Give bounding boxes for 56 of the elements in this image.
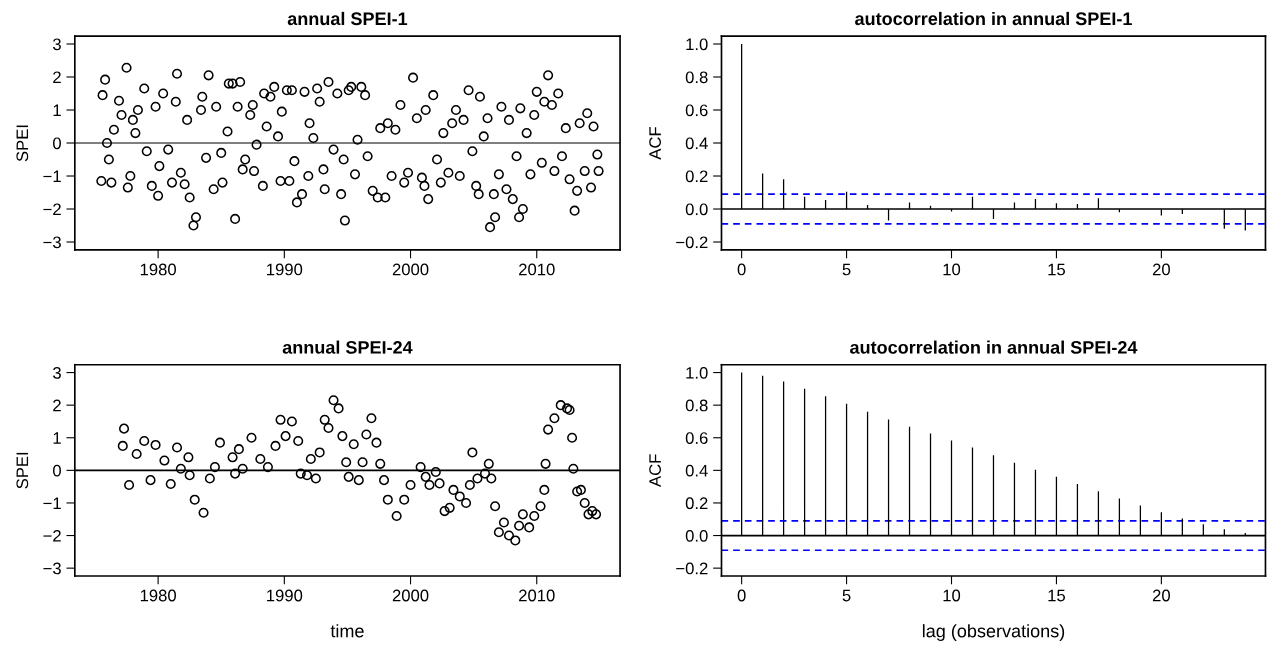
y-tick-label: 0.6 xyxy=(685,104,708,117)
x-tick-label: 10 xyxy=(943,589,961,602)
y-tick-label: 0.0 xyxy=(685,529,708,542)
y-tick-label: 0.2 xyxy=(685,497,708,510)
x-tick-label: 0 xyxy=(737,263,746,276)
x-tick-label: 20 xyxy=(1152,589,1170,602)
y-tick-label: 1 xyxy=(53,104,61,117)
x-tick-label: 2000 xyxy=(392,263,429,276)
y-tick-label: 0 xyxy=(53,464,61,477)
y-axis-title: SPEI xyxy=(16,125,29,162)
y-axis-title: SPEI xyxy=(16,452,29,489)
x-tick-label: 5 xyxy=(842,263,851,276)
x-tick-label: 20 xyxy=(1152,263,1170,276)
y-tick-label: 3 xyxy=(52,366,61,379)
y-tick-label: 3 xyxy=(52,38,61,51)
y-tick-label: −0.2 xyxy=(676,236,708,249)
y-tick-label: 1 xyxy=(53,432,61,444)
chart-title: annual SPEI-1 xyxy=(287,11,408,26)
chart-title: autocorrelation in annual SPEI-1 xyxy=(855,11,1132,26)
x-tick-label: 1990 xyxy=(267,263,303,276)
y-tick-label: −1 xyxy=(43,497,61,509)
x-tick-label: 5 xyxy=(842,589,851,602)
x-tick-label: 0 xyxy=(737,589,746,602)
x-tick-label: 1980 xyxy=(140,589,176,602)
y-tick-label: 0 xyxy=(53,137,61,150)
x-tick-label: 10 xyxy=(943,263,961,276)
y-tick-label: 0.8 xyxy=(685,71,708,84)
y-tick-label: 0.0 xyxy=(685,203,708,216)
y-tick-label: −0.2 xyxy=(676,562,708,575)
x-tick-label: 15 xyxy=(1048,263,1066,276)
x-tick-label: 15 xyxy=(1048,589,1066,602)
y-tick-label: 0.4 xyxy=(685,137,708,150)
y-tick-label: 1.0 xyxy=(686,38,708,51)
chart-title: autocorrelation in annual SPEI-24 xyxy=(850,340,1138,354)
y-axis-title: ACF xyxy=(649,127,661,160)
y-tick-label: 1.0 xyxy=(686,366,708,379)
y-tick-label: −3 xyxy=(43,236,61,249)
x-tick-label: 2000 xyxy=(392,589,429,602)
y-tick-label: 0.6 xyxy=(685,432,708,444)
x-tick-label: 1990 xyxy=(267,589,303,602)
x-tick-label: 1980 xyxy=(140,263,176,276)
x-tick-label: 2010 xyxy=(519,589,555,602)
y-tick-label: 0.8 xyxy=(685,399,708,412)
x-axis-title: lag (observations) xyxy=(922,624,1065,641)
y-tick-label: 2 xyxy=(53,71,61,84)
y-tick-label: 0.2 xyxy=(685,170,708,183)
chart-title: annual SPEI-24 xyxy=(282,340,413,354)
y-tick-label: −2 xyxy=(43,529,61,542)
y-tick-label: 2 xyxy=(53,399,61,412)
y-tick-label: −1 xyxy=(43,170,61,183)
y-tick-label: −3 xyxy=(43,562,61,575)
y-axis-title: ACF xyxy=(649,454,661,487)
y-tick-label: −2 xyxy=(43,203,61,216)
y-tick-label: 0.4 xyxy=(685,464,708,477)
x-axis-title: time xyxy=(330,624,364,638)
x-tick-label: 2010 xyxy=(519,263,555,276)
